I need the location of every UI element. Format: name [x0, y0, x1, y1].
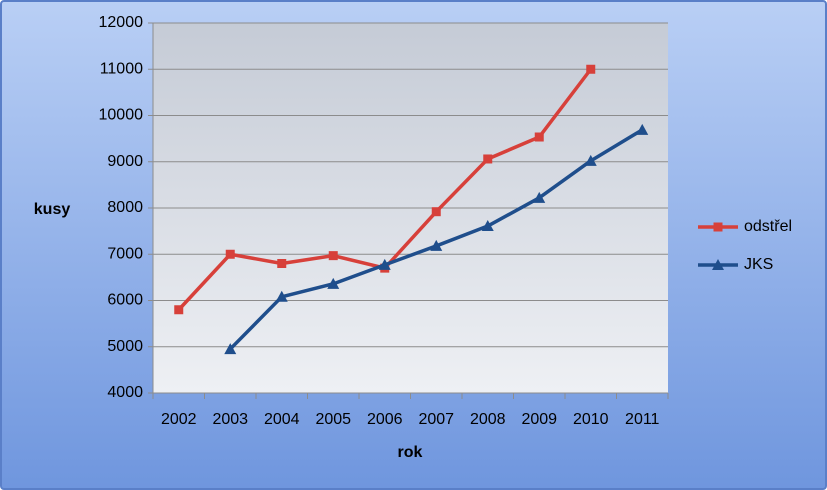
- y-tick-label: 11000: [100, 60, 143, 77]
- x-tick-label: 2004: [264, 411, 300, 428]
- data-point: [328, 251, 338, 261]
- data-point: [430, 239, 443, 251]
- data-point: [586, 64, 596, 74]
- y-tick-label: 8000: [107, 199, 143, 216]
- x-tick-label: 2005: [315, 411, 351, 428]
- y-tick-label: 5000: [107, 338, 143, 355]
- data-point: [481, 220, 494, 232]
- data-point: [174, 305, 184, 315]
- x-tick-label: 2002: [161, 411, 197, 428]
- y-tick-label: 10000: [99, 107, 144, 124]
- data-point: [636, 123, 649, 135]
- data-point: [534, 132, 544, 142]
- y-tick-label: 7000: [107, 245, 143, 262]
- x-tick-label: 2011: [625, 411, 660, 428]
- data-point: [533, 191, 546, 203]
- y-axis-label: kusy: [34, 201, 71, 218]
- x-tick-label: 2006: [367, 411, 403, 428]
- data-point: [431, 207, 441, 217]
- data-point: [275, 290, 288, 302]
- data-point: [277, 259, 287, 268]
- data-point: [327, 277, 340, 289]
- x-tick-label: 2007: [418, 411, 454, 428]
- y-tick-label: 4000: [107, 384, 143, 401]
- y-tick-label: 12000: [99, 14, 144, 31]
- data-point: [224, 343, 237, 355]
- x-tick-label: 2010: [573, 411, 609, 428]
- data-point: [378, 258, 391, 270]
- legend-marker: [712, 259, 724, 270]
- legend-label: odstřel: [744, 218, 792, 235]
- data-point: [483, 154, 493, 164]
- y-tick-label: 6000: [107, 292, 143, 309]
- x-tick-label: 2008: [470, 411, 506, 428]
- x-axis-label: rok: [398, 444, 423, 461]
- data-point: [584, 154, 597, 166]
- data-point: [225, 249, 235, 259]
- legend-marker: [713, 222, 723, 232]
- legend-label: JKS: [744, 256, 773, 273]
- y-tick-label: 9000: [107, 153, 143, 170]
- x-tick-label: 2009: [521, 411, 557, 428]
- x-tick-label: 2003: [212, 411, 248, 428]
